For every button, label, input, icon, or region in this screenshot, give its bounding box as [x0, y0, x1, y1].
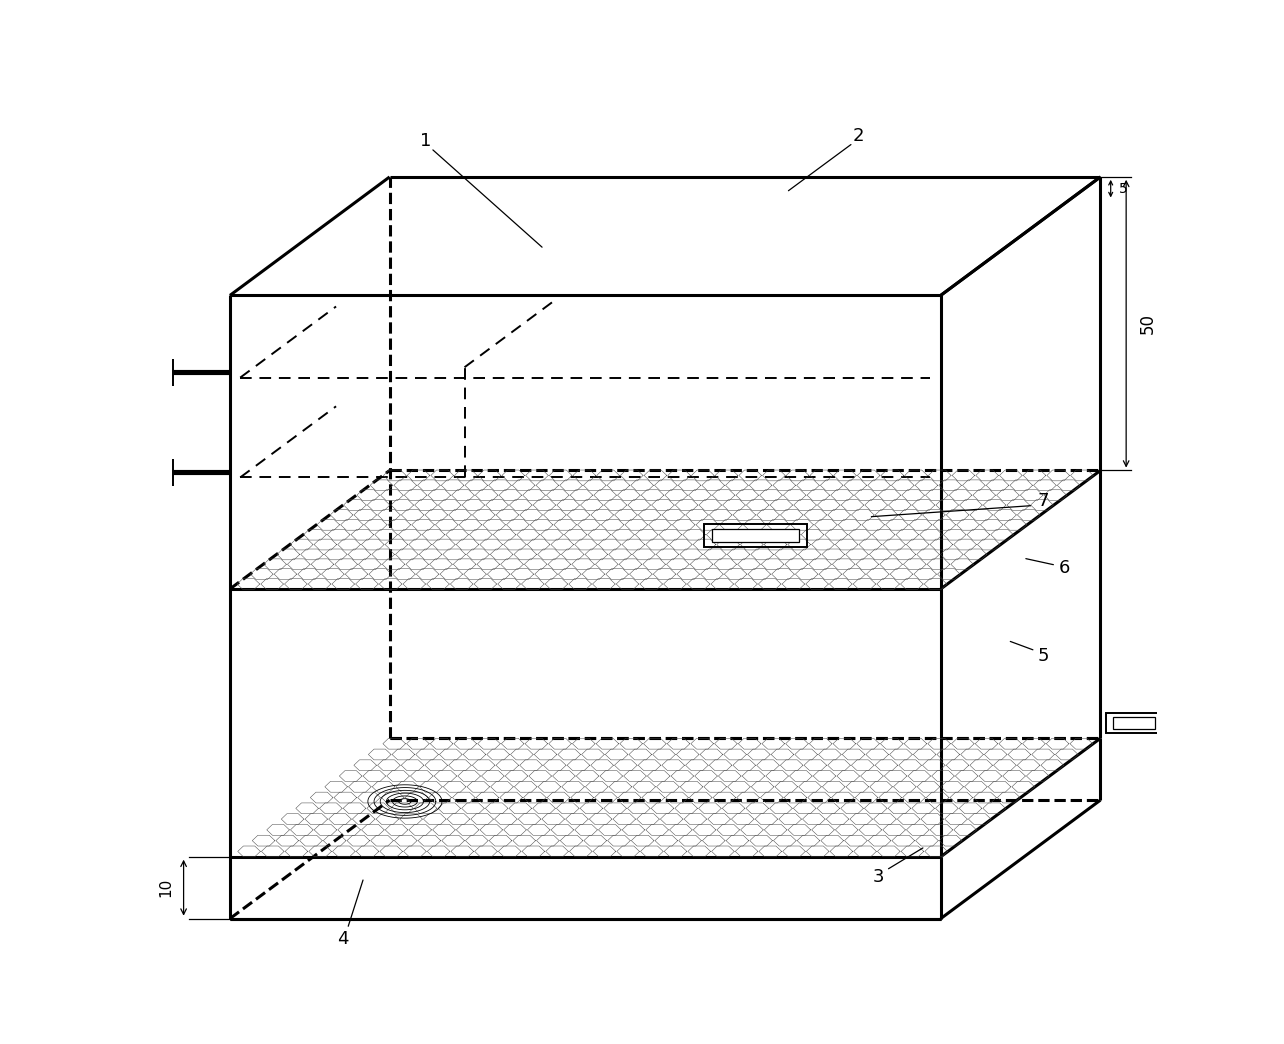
Text: 3: 3: [873, 869, 885, 886]
Text: 1: 1: [420, 132, 431, 150]
FancyBboxPatch shape: [713, 529, 799, 542]
Text: 4: 4: [338, 930, 349, 948]
Text: 6: 6: [1059, 560, 1070, 577]
Text: 50: 50: [1139, 313, 1157, 334]
FancyBboxPatch shape: [1113, 716, 1156, 729]
Text: 7: 7: [1037, 493, 1049, 511]
Text: 2: 2: [853, 126, 864, 145]
Text: 10: 10: [158, 878, 173, 897]
Text: 5: 5: [1037, 647, 1049, 665]
Text: 5: 5: [1118, 182, 1127, 195]
